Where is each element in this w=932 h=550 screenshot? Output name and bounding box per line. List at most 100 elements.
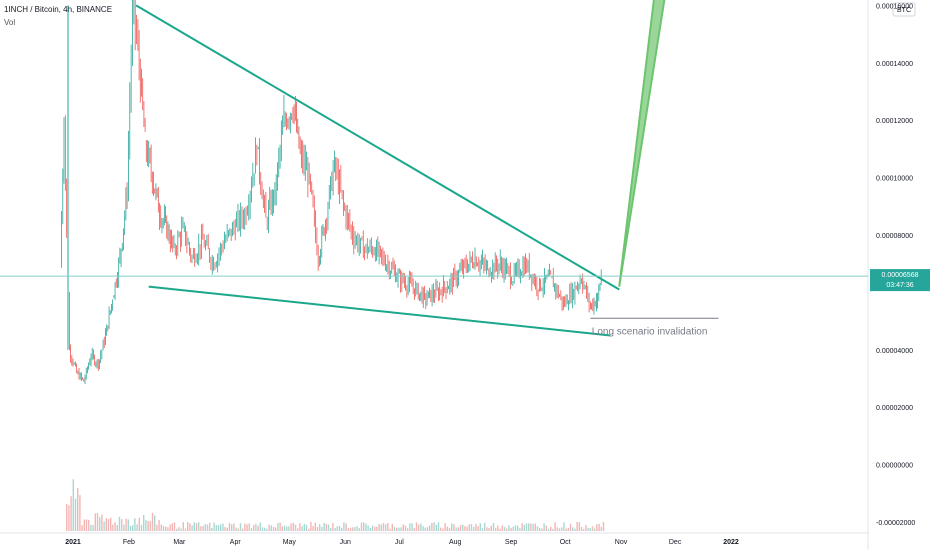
volume-bar (407, 528, 409, 531)
volume-bar (567, 527, 569, 531)
volume-bar (305, 524, 308, 531)
volume-bar (391, 523, 393, 531)
volume-bar (481, 528, 484, 531)
trendline[interactable] (148, 285, 611, 337)
volume-bar (220, 524, 222, 531)
volume-bar (286, 526, 288, 531)
volume-bar (125, 518, 127, 531)
time-tick-label: Mar (173, 539, 186, 546)
volume-bar (600, 527, 602, 531)
volume-bar (209, 522, 211, 531)
volume-bar (226, 527, 228, 531)
volume-bar (484, 522, 486, 531)
price-tick-label: 0.00012000 (876, 118, 913, 125)
volume-bar (444, 523, 446, 531)
volume-bar (431, 522, 433, 531)
volume-bar (402, 524, 404, 531)
volume-bar (327, 524, 330, 531)
volume-bar (162, 525, 165, 531)
volume-bar (528, 523, 530, 531)
volume-bar (319, 524, 321, 531)
volume-bar (143, 515, 145, 531)
volume-bar (470, 524, 473, 531)
volume-bar (213, 522, 215, 531)
volume-bar (94, 513, 96, 531)
price-tick-label: -0.00002000 (876, 520, 915, 527)
volume-bar (536, 526, 539, 531)
volume-bar (334, 528, 336, 531)
volume-bar (541, 528, 543, 531)
volume-bar (129, 525, 132, 531)
volume-bar (442, 528, 444, 531)
currency-label: BTC (897, 7, 911, 14)
volume-bar (448, 528, 451, 531)
volume-bar (173, 522, 176, 531)
price-tick-label: 0.00014000 (876, 61, 913, 68)
volume-bar (598, 523, 600, 531)
volume-bar (378, 524, 380, 531)
price-tick-label: 0.00010000 (876, 176, 913, 183)
volume-bar (530, 523, 532, 531)
volume-bar (569, 523, 572, 531)
drawings: Long scenario invalidation (135, 0, 749, 338)
volume-bar (275, 527, 277, 531)
volume-bar (479, 523, 481, 531)
time-tick-label: Jun (340, 539, 351, 546)
volume-bar (352, 527, 354, 531)
volume-bar (202, 526, 204, 531)
volume-bar (301, 526, 303, 531)
volume-bar (253, 524, 255, 531)
volume-bar (497, 525, 499, 531)
volume-bar (519, 528, 521, 531)
volume-bar (602, 522, 605, 531)
volume-bar (424, 527, 426, 531)
price-axis[interactable]: 0.000340000.000320000.000300000.00028000… (876, 0, 915, 527)
time-tick-label: Jul (395, 539, 404, 546)
volume-bar (382, 523, 385, 531)
volume-bar (336, 526, 338, 531)
volume-bar (398, 527, 400, 531)
volume-bar (389, 528, 391, 531)
volume-bar (92, 525, 94, 531)
volume-bar (127, 519, 129, 531)
time-tick-label: 2022 (723, 539, 739, 546)
volume-bar (74, 498, 77, 531)
volume-bar (371, 525, 374, 531)
volume-bar (123, 524, 125, 531)
time-axis[interactable]: 2021 Feb Mar Apr May Jun Jul Aug Sep Oct Nov Dec 202… (65, 539, 739, 546)
volume-bar (255, 523, 257, 531)
volume-bar (156, 524, 158, 531)
volume-bar (191, 525, 193, 531)
volume-bar (365, 523, 367, 531)
volume-bar (77, 488, 79, 531)
volume-bar (233, 523, 235, 531)
volume-bar (501, 525, 503, 531)
bullish-arrow[interactable] (618, 0, 749, 287)
bar-countdown: 03:47:36 (886, 282, 913, 289)
volume-bar (358, 528, 360, 531)
volume-bar (429, 525, 431, 531)
volume-bar (587, 527, 589, 531)
currency-badge[interactable]: BTC (892, 2, 916, 17)
volume-bar (101, 514, 103, 531)
volume-bar (154, 515, 156, 531)
volume-bar (165, 526, 167, 531)
volume-bar (90, 524, 92, 531)
current-price-value: 0.00006568 (882, 272, 919, 279)
volume-bar (248, 523, 250, 531)
volume-bar (99, 517, 101, 531)
volume-bar (468, 524, 470, 531)
volume-bar (96, 512, 99, 531)
volume-bar (347, 528, 349, 531)
volume-bar (330, 528, 332, 531)
volume-bar (239, 523, 242, 531)
annotation-text[interactable]: Long scenario invalidation (592, 327, 708, 338)
volume-bar (413, 527, 415, 531)
volume-bar (455, 527, 457, 531)
volume-bar (367, 525, 369, 531)
volume-bar (184, 528, 187, 531)
trendline[interactable] (135, 4, 620, 291)
volume-bar (435, 524, 437, 531)
time-tick-label: 2021 (65, 539, 81, 546)
